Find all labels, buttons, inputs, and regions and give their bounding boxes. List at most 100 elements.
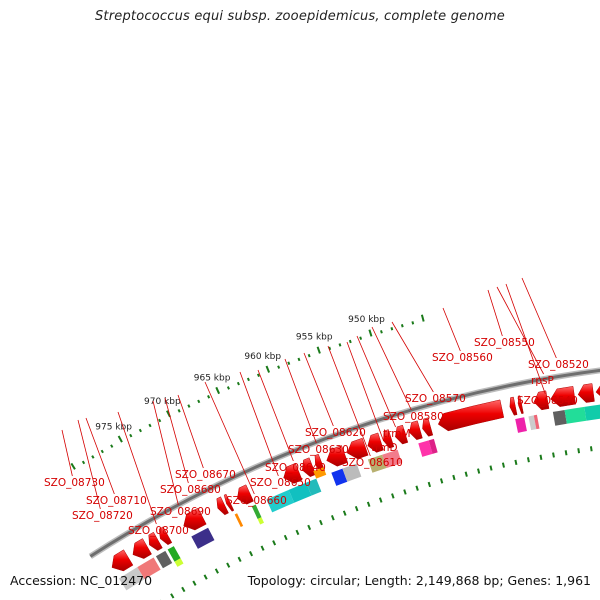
inner-tick <box>214 568 219 574</box>
gene-label[interactable]: SZO_08730 <box>44 477 105 489</box>
leader-line <box>505 283 546 395</box>
protein-domain[interactable] <box>266 489 295 513</box>
gene-label[interactable]: SZO_08640 <box>265 462 326 474</box>
protein-domain[interactable] <box>137 557 161 580</box>
gene-arrow[interactable] <box>148 531 163 551</box>
protein-domain[interactable] <box>306 478 322 496</box>
gene-arrow[interactable] <box>223 493 235 512</box>
gene-arrow[interactable] <box>437 399 505 432</box>
scale-tick <box>277 365 281 369</box>
gene-label[interactable]: trmM <box>383 428 411 440</box>
gene-label[interactable]: SZO_08680 <box>160 484 221 496</box>
protein-domain[interactable] <box>191 527 215 549</box>
gene-arrow[interactable] <box>367 432 384 453</box>
gene-arrow[interactable] <box>346 437 369 460</box>
inner-tick <box>272 540 277 546</box>
inner-tick <box>283 534 288 541</box>
gene-arrow[interactable] <box>395 424 409 445</box>
gene-label[interactable]: SZO_08720 <box>72 510 133 522</box>
leader-line <box>61 429 73 477</box>
gene-label[interactable]: SZO_08700 <box>128 525 189 537</box>
gene-label[interactable]: SZO_08560 <box>432 352 493 364</box>
protein-domain[interactable] <box>533 414 540 430</box>
inner-tick <box>464 471 468 477</box>
protein-domain[interactable] <box>167 546 181 562</box>
protein-domain[interactable] <box>342 463 362 482</box>
inner-tick <box>403 489 407 495</box>
gene-label[interactable]: SZO_08630 <box>288 444 349 456</box>
inner-tick <box>260 545 265 551</box>
scale-tick <box>359 336 363 340</box>
protein-domain[interactable] <box>118 567 145 591</box>
gene-label[interactable]: rpsP <box>531 375 554 387</box>
protein-domain[interactable] <box>515 417 527 433</box>
protein-domain[interactable] <box>428 438 438 454</box>
gene-arrow[interactable] <box>509 396 518 416</box>
gene-arrow[interactable] <box>326 445 349 467</box>
gene-arrow[interactable] <box>422 417 434 437</box>
gene-label[interactable]: SZO_08610 <box>342 457 403 469</box>
protein-domain[interactable] <box>528 415 537 431</box>
gene-label[interactable]: SZO_08650 <box>250 477 311 489</box>
gene-arrow[interactable] <box>183 507 207 531</box>
gene-arrow[interactable] <box>302 457 317 477</box>
protein-domain[interactable] <box>288 482 312 503</box>
gene-label[interactable]: SZO_08540 <box>517 395 578 407</box>
gene-arrow[interactable] <box>409 420 423 441</box>
gene-arrow[interactable] <box>216 496 229 516</box>
gene-arrow[interactable] <box>550 386 576 407</box>
scale-tick <box>287 361 291 365</box>
protein-domain[interactable] <box>251 504 262 520</box>
protein-domain[interactable] <box>418 440 433 457</box>
gene-label[interactable]: SZO_08710 <box>86 495 147 507</box>
protein-domain[interactable] <box>155 550 173 569</box>
protein-domain[interactable] <box>584 404 600 421</box>
protein-domain[interactable] <box>257 517 265 525</box>
gene-arrow[interactable] <box>517 395 524 414</box>
protein-domain[interactable] <box>174 558 184 567</box>
gene-label[interactable]: SZO_08570 <box>405 393 466 405</box>
gene-arrow[interactable] <box>533 390 550 411</box>
gene-label[interactable]: trmD <box>371 442 398 454</box>
scale-tick <box>138 428 142 433</box>
inner-tick <box>237 556 242 563</box>
domain-track <box>118 404 600 591</box>
gene-label[interactable]: SZO_08670 <box>175 469 236 481</box>
protein-domain[interactable] <box>564 406 587 424</box>
inner-tick <box>514 459 518 466</box>
inner-tick <box>589 446 593 452</box>
gene-arrow[interactable] <box>283 462 303 484</box>
leader-line <box>521 277 557 359</box>
scale-tick <box>246 377 250 382</box>
gene-arrow[interactable] <box>595 380 600 400</box>
protein-domain[interactable] <box>234 513 244 528</box>
gene-arrow[interactable] <box>577 383 595 403</box>
inner-tick <box>354 505 359 512</box>
gene-label[interactable]: SZO_08690 <box>150 506 211 518</box>
gene-arrow[interactable] <box>237 484 254 505</box>
protein-domain[interactable] <box>313 467 327 479</box>
gene-arrow[interactable] <box>158 526 173 546</box>
gene-arrow[interactable] <box>383 429 395 449</box>
gene-label[interactable]: SZO_08520 <box>528 359 589 371</box>
gene-arrow[interactable] <box>111 549 134 572</box>
gene-arrow[interactable] <box>132 538 152 559</box>
gene-label[interactable]: SZO_08550 <box>474 337 535 349</box>
scale-tick <box>297 357 301 362</box>
leader-line <box>284 358 317 444</box>
protein-domain[interactable] <box>331 468 348 486</box>
gene-label-layer: SZO_08520 SZO_08540 rpsP SZO_08550 SZO_08560… <box>44 277 589 537</box>
gene-label[interactable]: SZO_08660 <box>226 495 287 507</box>
protein-domain[interactable] <box>552 409 567 426</box>
gene-label[interactable]: SZO_08620 <box>305 427 366 439</box>
protein-domain[interactable] <box>382 449 402 468</box>
leader-line <box>177 394 204 469</box>
inner-tick <box>577 448 581 454</box>
scale-label: 960 kbp <box>244 352 281 362</box>
scale-tick <box>307 353 311 358</box>
gene-label[interactable]: SZO_08580 <box>383 411 444 423</box>
inner-tick <box>427 481 432 488</box>
scale-tick <box>256 373 260 377</box>
protein-domain[interactable] <box>367 454 387 473</box>
